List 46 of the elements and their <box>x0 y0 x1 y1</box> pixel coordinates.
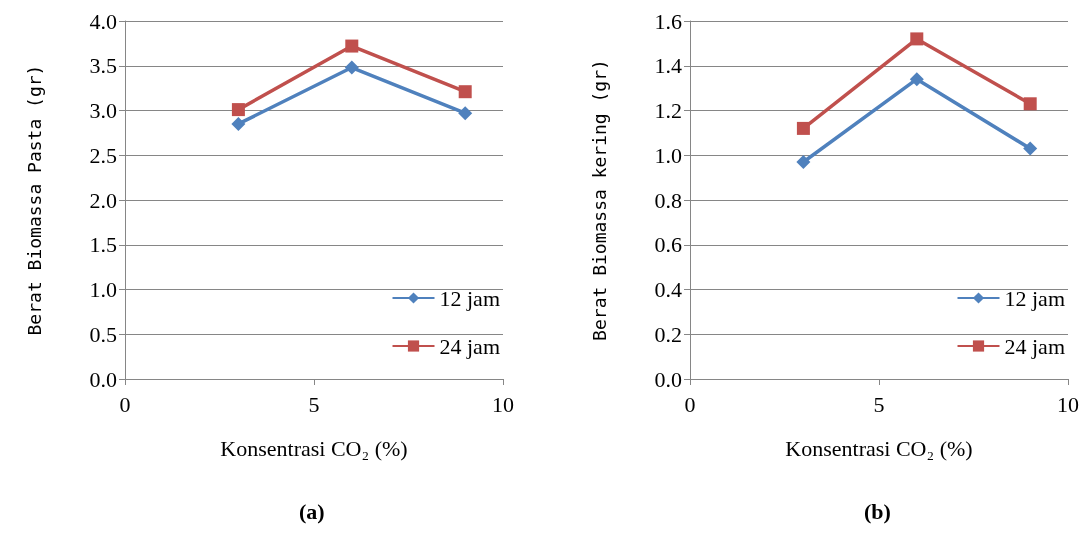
y-tick-label: 2.0 <box>89 187 117 213</box>
point <box>458 106 473 121</box>
y-tick-label: 1.6 <box>654 8 682 34</box>
point <box>1023 97 1037 111</box>
y-tick-label: 0.0 <box>654 366 682 392</box>
point <box>796 121 810 135</box>
y-axis-title: Berat Biomassa kering (gr) <box>588 59 610 341</box>
y-tick-label: 3.0 <box>89 98 117 123</box>
y-tick-label: 1.0 <box>654 142 682 168</box>
legend-label: 24 jam <box>439 333 501 359</box>
y-tick-label: 2.5 <box>89 142 117 168</box>
y-tick-label: 0.4 <box>654 277 682 302</box>
y-tick-label: 0.5 <box>89 321 117 347</box>
point <box>909 72 924 87</box>
y-axis-title: Berat Biomassa Pasta (gr) <box>23 64 45 336</box>
y-tick-label: 0.0 <box>89 366 117 392</box>
text: (b) <box>864 498 891 524</box>
x-tick-label: 0 <box>119 391 131 417</box>
y-tick-label: 1.2 <box>654 98 682 123</box>
x-tick-label: 5 <box>308 391 320 417</box>
x-tick-label: 10 <box>492 391 514 417</box>
y-tick-label: 0.2 <box>654 321 682 347</box>
y-tick-label: 1.4 <box>654 53 682 79</box>
point <box>345 39 359 53</box>
legend-label: 12 jam <box>439 285 501 311</box>
legend-label: 24 jam <box>1004 333 1066 359</box>
point <box>458 85 472 99</box>
point <box>231 116 246 131</box>
y-tick-label: 0.8 <box>654 187 682 213</box>
x-tick-label: 0 <box>684 391 696 417</box>
point <box>344 60 359 75</box>
y-tick-label: 1.0 <box>89 277 117 302</box>
x-axis-title: Konsentrasi CO₂ (%) <box>785 435 973 461</box>
x-tick-label: 5 <box>873 391 885 417</box>
x-tick-label: 10 <box>1057 391 1079 417</box>
point <box>231 103 245 117</box>
x-axis-title: Konsentrasi CO₂ (%) <box>220 435 408 461</box>
text: (a) <box>299 498 325 524</box>
point <box>910 32 924 46</box>
point <box>1023 141 1038 156</box>
y-tick-label: 3.5 <box>89 53 117 79</box>
legend-label: 12 jam <box>1004 285 1066 311</box>
point <box>796 154 811 169</box>
y-tick-label: 0.6 <box>654 232 682 258</box>
y-tick-label: 1.5 <box>89 232 117 258</box>
y-tick-label: 4.0 <box>89 8 117 34</box>
